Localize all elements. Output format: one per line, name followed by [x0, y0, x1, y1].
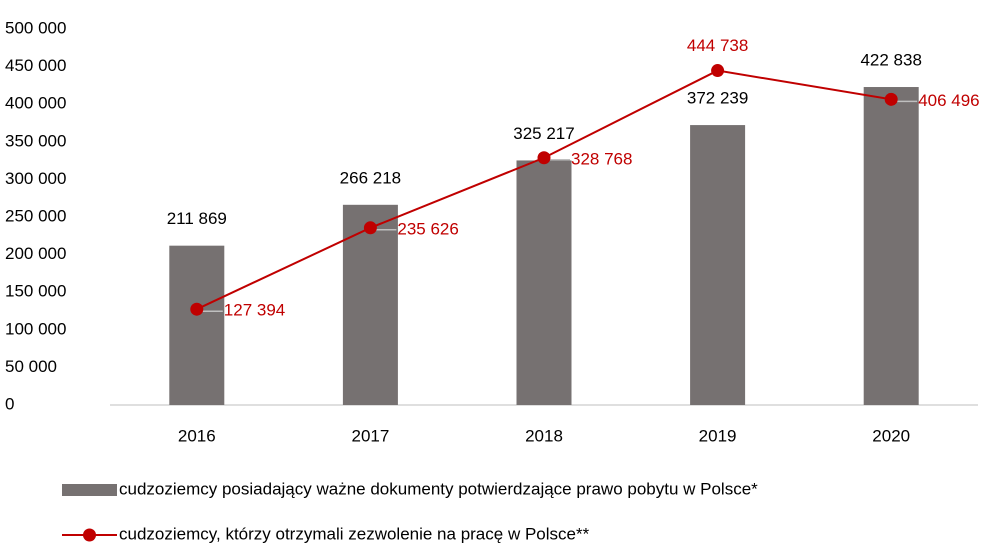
x-tick-label: 2016 [178, 426, 216, 445]
line-value-label: 444 738 [687, 36, 748, 55]
legend-swatch [62, 484, 117, 496]
bar [690, 125, 746, 406]
y-tick-label: 300 000 [5, 169, 66, 188]
line-value-label: 328 768 [571, 149, 632, 168]
line-marker [190, 302, 204, 316]
bar-value-label: 325 217 [513, 124, 574, 143]
bar-value-label: 422 838 [860, 51, 921, 70]
x-tick-label: 2017 [351, 426, 389, 445]
x-tick-label: 2020 [872, 426, 910, 445]
legend-label: cudzoziemcy posiadający ważne dokumenty … [119, 479, 758, 498]
y-tick-label: 350 000 [5, 131, 66, 150]
y-tick-label: 500 000 [5, 18, 66, 37]
bar-value-label: 372 239 [687, 89, 748, 108]
legend-marker [83, 528, 96, 542]
y-tick-label: 200 000 [5, 244, 66, 263]
bar-value-label: 211 869 [167, 209, 227, 228]
y-tick-label: 250 000 [5, 206, 66, 225]
y-tick-label: 100 000 [5, 319, 66, 338]
bar [169, 245, 225, 405]
y-tick-label: 0 [5, 394, 14, 413]
bar [516, 160, 572, 405]
x-tick-label: 2018 [525, 426, 563, 445]
bar [863, 87, 919, 406]
y-tick-label: 50 000 [5, 357, 57, 376]
line-value-label: 406 496 [918, 91, 979, 110]
line-marker [363, 221, 377, 235]
line-marker [537, 151, 551, 165]
line-marker [884, 92, 898, 106]
bar [342, 204, 398, 405]
y-tick-label: 150 000 [5, 282, 66, 301]
legend-label: cudzoziemcy, którzy otrzymali zezwolenie… [119, 524, 590, 543]
line-value-label: 127 394 [224, 301, 285, 320]
line-marker [711, 64, 725, 78]
x-tick-label: 2019 [699, 426, 737, 445]
line-value-label: 235 626 [397, 219, 458, 238]
y-tick-label: 450 000 [5, 56, 66, 75]
y-tick-label: 400 000 [5, 94, 66, 113]
bar-value-label: 266 218 [340, 168, 401, 187]
